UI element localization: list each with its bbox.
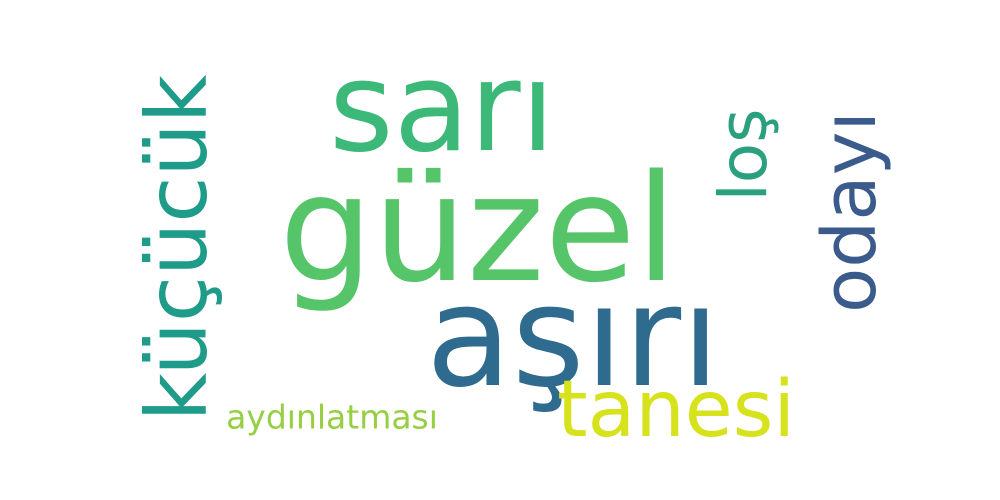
word-odayi: odayı [807,111,893,313]
word-kucucuk: küçücük [128,74,226,422]
word-sari: sarı [328,36,556,180]
word-tanesi: tanesi [556,365,796,455]
word-los: loş [705,108,782,202]
word-guzel: güzel [279,143,677,315]
word-asiri: aşırı [425,256,721,419]
word-aydinlatmasi: aydınlatması [226,397,438,437]
